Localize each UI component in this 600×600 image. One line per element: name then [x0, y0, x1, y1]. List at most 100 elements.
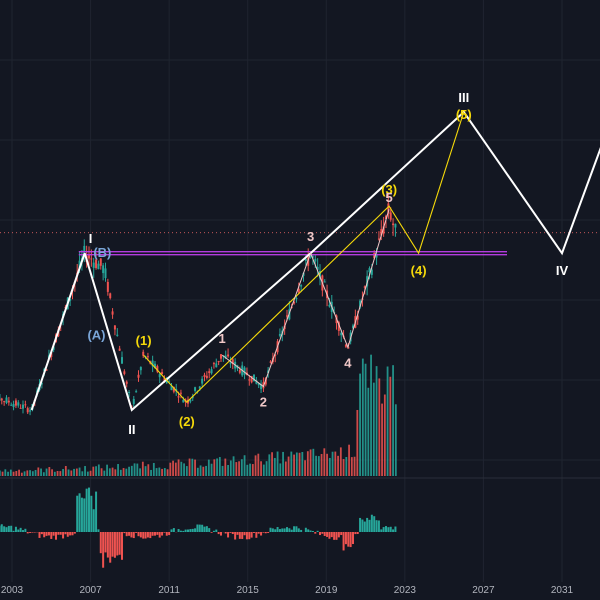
candle-body: [340, 332, 343, 336]
oscillator-bar: [163, 532, 166, 533]
candle-body: [17, 402, 20, 406]
volume-bar: [42, 472, 45, 476]
candle-body: [231, 359, 234, 365]
volume-bar: [232, 456, 235, 476]
oscillator-bar: [40, 532, 43, 535]
volume-bar: [361, 358, 364, 476]
candle-body: [248, 379, 251, 381]
candle-body: [14, 400, 17, 406]
candle-body: [314, 258, 317, 262]
candle-body: [0, 398, 3, 401]
candle-body: [352, 325, 354, 329]
oscillator-bar: [333, 532, 336, 540]
oscillator-bar: [12, 530, 15, 532]
volume-bar: [317, 456, 320, 476]
volume-bar: [9, 469, 12, 476]
volume-bar: [78, 467, 81, 476]
volume-bar: [103, 470, 106, 476]
oscillator-bar: [241, 532, 244, 539]
oscillator-bar: [80, 497, 83, 532]
oscillator-bar: [269, 527, 272, 532]
oscillator-bar: [47, 532, 50, 536]
candle-body: [97, 263, 100, 270]
volume-bar: [251, 464, 254, 476]
oscillator-bar: [255, 532, 258, 538]
volume-bar: [23, 471, 26, 476]
volume-bar: [174, 462, 177, 476]
oscillator-bar: [76, 495, 79, 532]
oscillator-bar: [52, 532, 55, 536]
candle-body: [198, 386, 201, 389]
volume-bar: [254, 455, 257, 476]
volume-bar: [331, 451, 334, 476]
oscillator-bar: [66, 532, 69, 537]
volume-bar: [207, 459, 210, 476]
volume-bar: [381, 403, 383, 476]
candle-body: [128, 391, 131, 393]
volume-bar: [67, 469, 70, 476]
volume-bar: [260, 461, 262, 476]
candle-body: [29, 410, 32, 412]
oscillator-bar: [328, 532, 331, 539]
oscillator-bar: [92, 509, 95, 532]
candle-body: [78, 260, 81, 269]
candle-body: [205, 375, 208, 378]
volume-bar: [326, 453, 328, 476]
oscillator-bar: [227, 532, 230, 538]
volume-bar: [301, 451, 304, 476]
oscillator-bar: [344, 532, 347, 545]
oscillator-bar: [234, 532, 237, 540]
volume-bar: [378, 378, 381, 476]
volume-bar: [221, 465, 224, 476]
oscillator-bar: [370, 514, 373, 532]
x-axis: 2003 2007 2011 2015 2019 2023 2027 2031: [1, 585, 574, 596]
oscillator-bar: [29, 532, 32, 533]
oscillator-bar: [38, 532, 41, 538]
oscillator-bar: [354, 532, 357, 535]
volume-bar: [348, 444, 350, 476]
volume-bar: [213, 459, 216, 476]
volume-bar: [392, 365, 394, 476]
candle-body: [125, 381, 128, 384]
oscillator-bar: [151, 532, 154, 536]
x-tick-label: 2027: [472, 585, 495, 596]
volume-bar: [342, 459, 345, 476]
candle-body: [380, 229, 383, 236]
candle-body: [161, 372, 164, 375]
oscillator-bar: [368, 519, 371, 532]
volume-bar: [180, 461, 183, 476]
oscillator-bar: [10, 525, 13, 532]
volume-bar: [375, 366, 378, 476]
volume-bar: [136, 463, 139, 476]
oscillator-bar: [340, 532, 343, 536]
oscillator-bar: [170, 529, 173, 532]
candle-body: [311, 256, 314, 258]
wave-label: 1: [219, 331, 226, 346]
candle-body: [90, 258, 93, 260]
volume-bar: [12, 471, 15, 476]
oscillator-bar: [130, 532, 133, 538]
volume-bar: [249, 463, 251, 476]
candle-body: [142, 351, 145, 356]
volume-bar: [89, 470, 92, 476]
oscillator-bar: [288, 528, 291, 532]
volume-bar: [295, 452, 298, 476]
volume-bar: [100, 468, 103, 476]
volume-bar: [227, 465, 229, 476]
wave-lines: [30, 110, 600, 412]
oscillator-bar: [286, 527, 288, 532]
oscillator-bar: [3, 526, 6, 532]
oscillator-histogram: [0, 487, 397, 568]
candle-body: [297, 288, 300, 293]
candle-body: [286, 315, 288, 317]
wave-label: 3: [307, 229, 314, 244]
oscillator-bar: [356, 532, 359, 534]
volume-bar: [383, 394, 386, 476]
volume-bar: [290, 451, 293, 476]
oscillator-bar: [158, 532, 161, 538]
oscillator-bar: [88, 487, 90, 532]
oscillator-bar: [161, 532, 164, 536]
candle-body: [182, 399, 185, 403]
oscillator-bar: [165, 532, 168, 536]
candle-body: [146, 356, 149, 358]
